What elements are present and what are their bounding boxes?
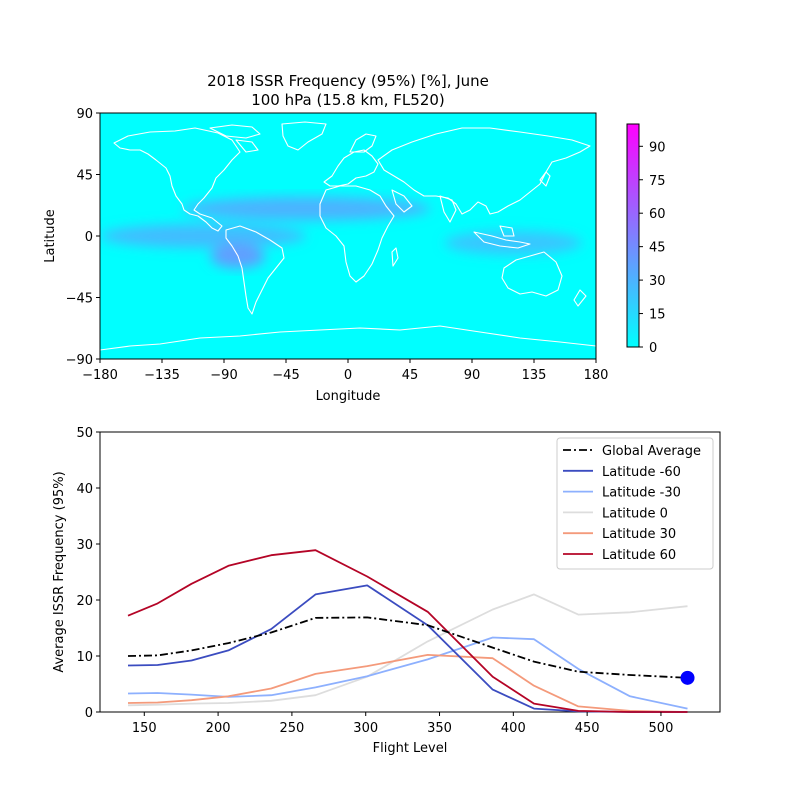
coastline-europe [323,149,379,187]
colorbar-tick-label: 90 [649,140,666,155]
colorbar-tick-label: 30 [649,274,666,289]
chart-y-label: Average ISSR Frequency (95%) [52,471,67,672]
map-x-tick-label: −90 [210,368,237,383]
chart-legend: Global Average Latitude -60 Latitude -30 La… [556,437,714,570]
coastline-antarctica [100,325,596,351]
map-band-0 [182,196,431,221]
coastline-north-america [113,127,241,232]
map-x-tick-label: 0 [344,368,352,383]
chart-x-label: Flight Level [373,741,448,756]
chart-y-tick-label: 20 [76,594,93,609]
series-line-latitude-30 [127,654,688,713]
map-x-tick-label: −180 [82,368,118,383]
chart-x-tick-label: 250 [279,721,304,736]
coastline-japan [539,171,551,187]
map-y-tick-label: 45 [76,169,93,184]
legend-label: Global Average [602,444,701,459]
coastline-asia [377,127,591,215]
map-x-ticks: −180 −135 −90 −45 0 45 90 135 180 [82,359,608,383]
line-chart-panel: 150 200 250 300 350 400 450 500 0 10 20 30 40 50 Fli… [52,426,721,756]
map-y-label: Latitude [43,209,58,263]
chart-y-tick-label: 30 [76,538,93,553]
chart-x-ticks: 150 200 250 300 350 400 450 500 [132,712,673,736]
colorbar-tick-label: 45 [649,241,666,256]
map-x-tick-label: 45 [402,368,419,383]
chart-y-ticks: 0 10 20 30 40 50 [76,426,100,721]
series-line-latitude-60 [127,549,688,713]
map-x-tick-label: 90 [464,368,481,383]
colorbar-ticks: 0 15 30 45 60 75 90 [639,140,666,356]
series-line-latitude--30 [127,636,688,710]
colorbar [626,123,640,348]
chart-x-tick-label: 300 [353,721,378,736]
coastlines [100,121,596,351]
map-band-1 [100,224,307,248]
map-y-tick-label: −45 [66,292,93,307]
map-y-tick-label: 0 [85,230,93,245]
coastline-indonesia [473,225,531,249]
coastline-india [439,195,457,223]
map-y-ticks: −90 −45 0 45 90 [66,107,100,368]
chart-x-tick-label: 400 [501,721,526,736]
coastline-greenland [281,121,327,151]
legend-label: Latitude 0 [602,506,668,521]
map-title-line2: 100 hPa (15.8 km, FL520) [251,91,445,109]
legend-box [556,437,714,570]
chart-x-tick-label: 150 [132,721,157,736]
series-line-global-average [127,616,688,679]
coastline-arabia [391,189,413,213]
map-y-tick-label: 90 [76,107,93,122]
legend-label: Latitude 60 [602,548,676,563]
colorbar-tick-label: 0 [649,341,657,356]
map-title-line1: 2018 ISSR Frequency (95%) [%], June [207,72,489,90]
map-x-tick-label: −135 [144,368,180,383]
chart-y-tick-label: 50 [76,426,93,441]
map-x-label: Longitude [316,389,381,404]
legend-label: Latitude 30 [602,527,676,542]
coastline-new-zealand [573,289,587,307]
coastline-australia [501,251,563,297]
legend-label: Latitude -60 [602,465,681,480]
chart-x-tick-label: 450 [575,721,600,736]
legend-items: Global Average Latitude -60 Latitude -30 La… [563,444,701,563]
coastline-arctic-islands [209,124,261,153]
colorbar-tick-label: 75 [649,174,666,189]
chart-y-tick-label: 0 [85,706,93,721]
chart-y-tick-label: 40 [76,482,93,497]
coastline-africa [319,185,395,283]
map-x-tick-label: 180 [584,368,609,383]
colorbar-tick-label: 15 [649,308,666,323]
map-x-tick-label: −45 [272,368,299,383]
chart-x-tick-label: 350 [427,721,452,736]
chart-series [127,549,695,713]
colorbar-tick-label: 60 [649,207,666,222]
map-y-tick-label: −90 [66,353,93,368]
map-panel: 2018 ISSR Frequency (95%) [%], June 100 … [43,72,666,404]
coastline-scandinavia [349,133,377,153]
legend-label: Latitude -30 [602,486,681,501]
chart-y-tick-label: 10 [76,650,93,665]
map-x-tick-label: 135 [522,368,547,383]
chart-x-tick-label: 500 [649,721,674,736]
chart-x-tick-label: 200 [206,721,231,736]
coastline-madagascar [391,247,399,267]
coastline-south-america [225,225,285,315]
current-level-marker [680,670,695,685]
